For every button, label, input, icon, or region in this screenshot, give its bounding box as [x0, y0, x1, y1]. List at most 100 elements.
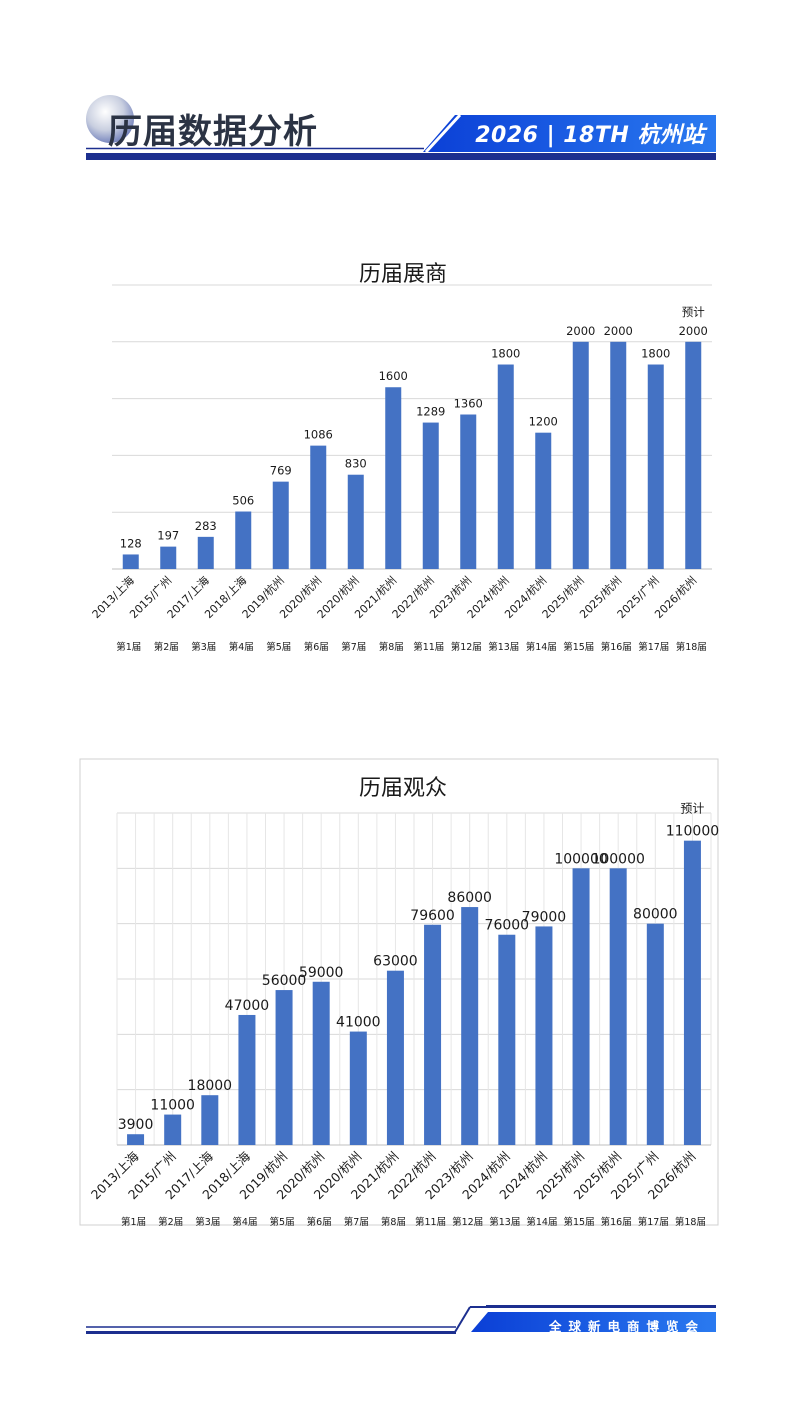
chart-title: 历届展商 [359, 262, 447, 287]
bar [201, 1095, 219, 1145]
bar [310, 445, 327, 569]
session-label: 第17届 [638, 641, 669, 653]
bar [160, 546, 177, 569]
data-label: 11000 [150, 1098, 195, 1114]
bar [272, 481, 289, 569]
data-label: 128 [120, 536, 142, 550]
session-label: 第3届 [191, 641, 216, 653]
bar [461, 907, 479, 1145]
bar [498, 934, 516, 1145]
session-label: 第7届 [344, 1216, 369, 1228]
session-label: 第4届 [229, 641, 254, 653]
bar [164, 1114, 182, 1145]
exhibitors-chart: 历届展商1282013/上海第1届1972015/广州第2届2832017/上海… [89, 262, 712, 653]
bar [127, 1134, 145, 1145]
session-label: 第17届 [638, 1216, 669, 1228]
bar [385, 387, 402, 569]
session-label: 第13届 [489, 1216, 520, 1228]
data-label: 80000 [633, 907, 678, 923]
bar [197, 536, 214, 569]
bar [349, 1031, 367, 1145]
bar [572, 341, 589, 569]
session-label: 第13届 [488, 641, 519, 653]
bar [535, 432, 552, 569]
bar [647, 364, 664, 569]
data-label: 2000 [566, 324, 595, 338]
session-label: 第11届 [415, 1216, 446, 1228]
data-label: 18000 [188, 1078, 233, 1094]
session-label: 第12届 [451, 641, 482, 653]
session-label: 第16届 [601, 1216, 632, 1228]
chart-title: 历届观众 [359, 776, 447, 801]
page-title: 历届数据分析 [108, 112, 318, 152]
data-label: 110000 [666, 824, 719, 840]
data-label: 3900 [118, 1117, 154, 1133]
bar [122, 554, 139, 569]
session-label: 第6届 [304, 641, 329, 653]
bar [685, 341, 702, 569]
session-label: 第14届 [526, 1216, 557, 1228]
session-label: 第11届 [413, 641, 444, 653]
data-label: 47000 [225, 998, 270, 1014]
session-label: 第3届 [195, 1216, 220, 1228]
data-label: 41000 [336, 1015, 381, 1031]
bar [609, 868, 627, 1145]
session-label: 第18届 [675, 1216, 706, 1228]
session-label: 第2届 [158, 1216, 183, 1228]
data-label: 1200 [529, 415, 558, 429]
bar [683, 840, 701, 1145]
session-label: 第1届 [116, 641, 141, 653]
session-label: 第15届 [564, 1216, 595, 1228]
session-label: 第7届 [341, 641, 366, 653]
session-label: 第4届 [232, 1216, 257, 1228]
bar [610, 341, 627, 569]
data-label: 1800 [491, 347, 520, 361]
data-label: 79600 [410, 908, 455, 924]
bar [422, 422, 439, 569]
session-label: 第1届 [121, 1216, 146, 1228]
data-label: 1289 [416, 405, 445, 419]
data-label: 769 [270, 464, 292, 478]
header-badge-text: 2026 | 18TH 杭州站 [475, 123, 705, 148]
forecast-annotation: 预计 [680, 802, 704, 816]
data-label: 2000 [604, 324, 633, 338]
data-label: 1600 [379, 369, 408, 383]
bar [235, 511, 252, 569]
data-label: 79000 [522, 909, 567, 925]
data-label: 100000 [591, 851, 644, 867]
session-label: 第12届 [452, 1216, 483, 1228]
session-label: 第8届 [381, 1216, 406, 1228]
data-label: 59000 [299, 965, 344, 981]
bar [535, 926, 553, 1145]
data-label: 1360 [454, 397, 483, 411]
data-label: 283 [195, 519, 217, 533]
bar [347, 474, 364, 569]
header-orb [86, 95, 134, 143]
data-label: 63000 [373, 954, 418, 970]
footer-badge-bg [471, 1312, 716, 1332]
data-label: 506 [232, 494, 254, 508]
data-label: 830 [345, 457, 367, 471]
session-label: 第6届 [307, 1216, 332, 1228]
header-decoration [86, 95, 716, 160]
session-label: 第15届 [563, 641, 594, 653]
session-label: 第18届 [676, 641, 707, 653]
data-label: 1086 [304, 428, 333, 442]
bar [497, 364, 514, 569]
session-label: 第5届 [266, 641, 291, 653]
bar [312, 981, 330, 1145]
bar [424, 924, 442, 1145]
visitors-chart: 历届观众39002013/上海第1届110002015/广州第2届1800020… [79, 758, 719, 1228]
session-label: 第16届 [601, 641, 632, 653]
footer-text: 全球新电商博览会 [548, 1319, 705, 1334]
data-label: 56000 [262, 973, 307, 989]
bar [646, 923, 664, 1145]
data-label: 2000 [679, 324, 708, 338]
bar [572, 868, 590, 1145]
bar [238, 1014, 256, 1145]
footer-decoration [86, 1305, 716, 1334]
bar [275, 990, 293, 1145]
data-label: 1800 [641, 347, 670, 361]
data-label: 76000 [485, 918, 530, 934]
bar [460, 414, 477, 569]
